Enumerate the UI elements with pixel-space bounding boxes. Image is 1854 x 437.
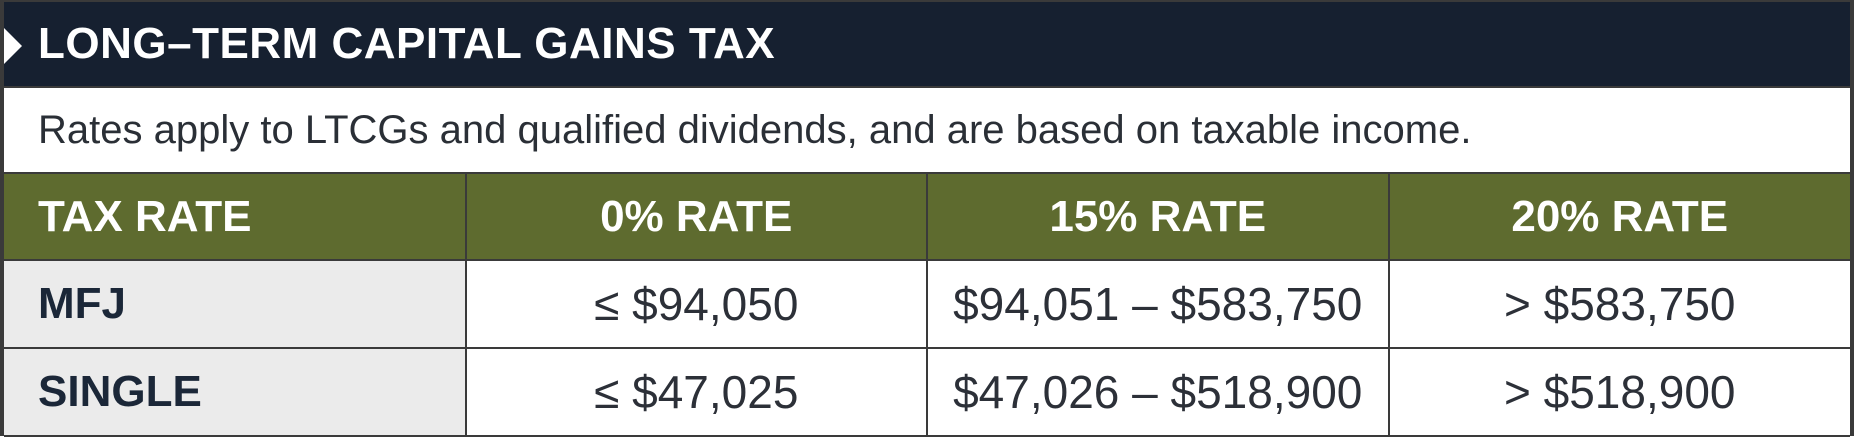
column-header-tax-rate: TAX RATE (4, 174, 467, 261)
table-cell: > $518,900 (1388, 348, 1850, 437)
table-header-row: TAX RATE 0% RATE 15% RATE 20% RATE (4, 174, 1850, 261)
table-row-mfj: MFJ ≤ $94,050 $94,051 – $583,750 > $583,… (4, 260, 1850, 349)
rates-table: TAX RATE 0% RATE 15% RATE 20% RATE MFJ ≤… (4, 174, 1850, 437)
card-header: LONG–TERM CAPITAL GAINS TAX (4, 2, 1850, 88)
row-label: MFJ (4, 260, 467, 349)
table-cell: ≤ $94,050 (465, 260, 928, 349)
header-marker-icon (4, 28, 22, 64)
column-header-15-rate: 15% RATE (927, 174, 1390, 261)
table-cell: > $583,750 (1388, 260, 1850, 349)
column-header-20-rate: 20% RATE (1388, 174, 1850, 261)
card-title: LONG–TERM CAPITAL GAINS TAX (38, 19, 776, 68)
card-subtitle: Rates apply to LTCGs and qualified divid… (4, 88, 1850, 174)
row-label: SINGLE (4, 348, 467, 437)
table-row-single: SINGLE ≤ $47,025 $47,026 – $518,900 > $5… (4, 348, 1850, 437)
table-cell: $47,026 – $518,900 (927, 348, 1390, 437)
column-header-0-rate: 0% RATE (465, 174, 928, 261)
table-cell: ≤ $47,025 (465, 348, 928, 437)
subtitle-text: Rates apply to LTCGs and qualified divid… (38, 107, 1472, 152)
table-cell: $94,051 – $583,750 (927, 260, 1390, 349)
